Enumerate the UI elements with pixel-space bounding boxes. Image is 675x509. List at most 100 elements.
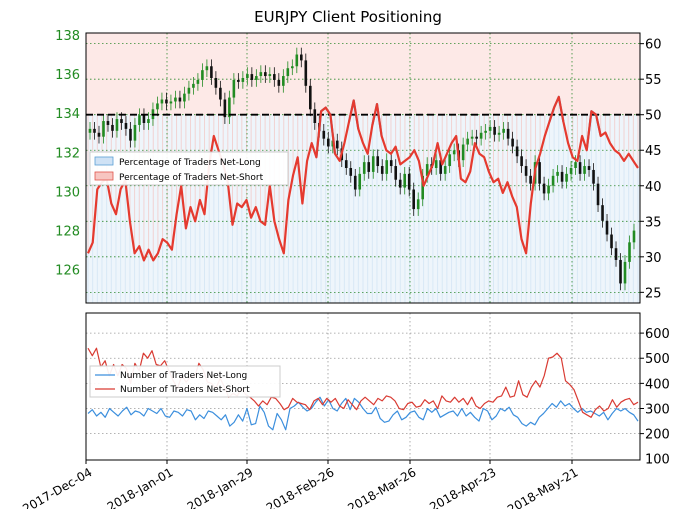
price-candle-body	[115, 119, 119, 131]
price-candle-body	[497, 132, 501, 135]
price-candle-body	[425, 164, 429, 176]
price-candle-body	[106, 121, 110, 125]
date-tick-label: 2018-Apr-23	[427, 465, 498, 509]
price-candle-body	[506, 128, 510, 139]
price-candle-body	[232, 79, 236, 98]
price-candle-body	[371, 156, 375, 172]
price-candle-body	[93, 128, 96, 133]
bottom-axis-tick-label: 600	[645, 327, 670, 342]
price-candle-body	[255, 76, 258, 80]
price-candle-body	[88, 128, 92, 133]
price-candle-body	[403, 173, 407, 188]
price-candle-body	[551, 175, 555, 186]
price-candle-body	[560, 171, 564, 182]
bottom-axis-tick-label: 300	[645, 402, 670, 417]
price-candle-body	[452, 150, 456, 155]
price-candle-body	[367, 162, 371, 172]
price-candle-body	[574, 162, 577, 168]
bottom-axis-tick-label: 400	[645, 377, 670, 392]
price-candle-body	[547, 185, 550, 194]
price-candle-body	[282, 76, 285, 86]
price-candle-body	[466, 138, 469, 145]
top-plot-frame	[85, 32, 641, 304]
price-candle-body	[210, 66, 213, 78]
right-axis-tick-label: 30	[645, 251, 662, 266]
right-axis-tick-label: 60	[645, 38, 662, 53]
price-candle-body	[223, 99, 227, 118]
price-candle-body	[156, 103, 159, 110]
legend-label-count-short: Number of Traders Net-Short	[120, 385, 250, 395]
price-candle-body	[237, 79, 240, 82]
series-line-count-net-long	[87, 396, 639, 431]
price-candle-body	[538, 162, 541, 184]
price-candle-body	[304, 60, 308, 86]
left-axis-tick-label: 128	[55, 225, 80, 240]
price-candle-body	[434, 160, 438, 168]
price-candle-body	[376, 156, 380, 167]
right-axis-tick-label: 35	[645, 215, 662, 230]
price-candle-body	[421, 175, 424, 200]
price-candle-body	[259, 72, 263, 77]
price-candle-body	[129, 128, 132, 141]
price-candle-body	[389, 160, 393, 167]
price-candle-body	[268, 74, 272, 77]
date-tick-label: 2018-Feb-26	[264, 465, 337, 509]
price-candle-body	[610, 234, 613, 249]
price-candle-body	[183, 93, 186, 102]
price-candle-body	[583, 166, 586, 174]
price-candle-body	[443, 166, 447, 174]
price-candle-body	[174, 97, 177, 102]
price-candle-body	[565, 173, 568, 182]
price-candle-body	[407, 173, 411, 190]
price-candle-body	[201, 70, 204, 80]
date-tick-label: 2017-Dec-04	[20, 465, 94, 509]
price-candle-body	[291, 66, 294, 69]
price-candle-body	[524, 166, 528, 176]
price-candle-body	[529, 175, 532, 184]
price-candle-body	[286, 68, 290, 77]
right-axis-tick-label: 50	[645, 109, 662, 124]
price-candle-body	[385, 160, 389, 174]
price-candle-body	[313, 109, 317, 123]
price-candle-body	[192, 83, 195, 88]
price-candle-body	[484, 130, 487, 133]
price-candle-body	[439, 160, 442, 174]
price-candle-body	[502, 128, 505, 133]
price-candle-body	[605, 220, 609, 235]
price-candle-body	[219, 87, 222, 100]
price-candle-body	[344, 160, 348, 168]
legend-bottom-box	[89, 365, 281, 398]
price-candle-body	[587, 166, 591, 170]
bottom-axis-tick-label: 500	[645, 352, 670, 367]
price-candle-body	[601, 205, 604, 221]
date-tick-label: 2018-May-21	[505, 465, 580, 509]
right-axis-tick-label: 55	[645, 73, 662, 88]
series-line-net-short-percentage	[86, 95, 639, 262]
price-candle-body	[111, 124, 114, 131]
bottom-axis-tick-label: 100	[645, 453, 670, 468]
bottom-plot-frame	[85, 312, 641, 461]
chart-title: EURJPY Client Positioning	[254, 8, 442, 26]
price-candle-body	[97, 132, 101, 137]
price-candle-body	[619, 259, 622, 284]
legend-top: Percentage of Traders Net-Long Percentag…	[89, 151, 289, 186]
price-candle-body	[556, 171, 559, 176]
date-tick-label: 2018-Jan-29	[185, 465, 256, 509]
price-candle-body	[628, 242, 631, 262]
price-candle-body	[398, 179, 402, 188]
price-candle-body	[300, 54, 303, 61]
price-candle-body	[515, 146, 519, 157]
price-candle-body	[326, 138, 330, 147]
legend-swatch-net-long	[94, 156, 114, 166]
left-axis-tick-label: 132	[55, 146, 80, 161]
top-panel: 126 128 130 132 134 136 138 25 30 35 40 45 50 55 60	[55, 29, 662, 304]
price-candle-body	[569, 168, 573, 174]
price-candle-body	[138, 115, 141, 125]
price-candle-body	[250, 74, 254, 80]
price-candle-body	[542, 183, 546, 194]
price-candle-body	[165, 99, 168, 104]
price-candle-body	[362, 162, 366, 174]
price-candle-body	[273, 74, 276, 80]
legend-top-box	[89, 151, 289, 186]
